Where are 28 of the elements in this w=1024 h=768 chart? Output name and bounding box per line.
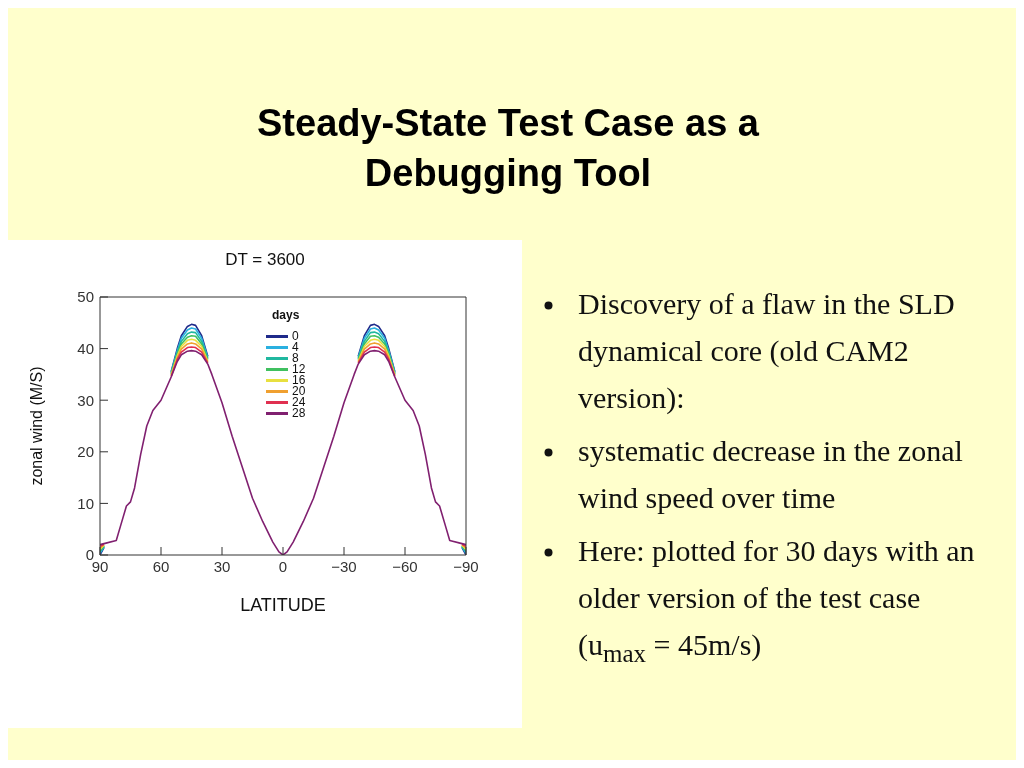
legend-label: 24 [292,395,306,409]
text: systematic decrease in the zonal wind speed over time [578,433,964,516]
x-tick-label: −90 [453,557,479,575]
x-axis-title: LATITUDE [240,595,326,615]
x-tick-label: 0 [278,557,288,575]
chart-title: Steady-State Test Case as a Debugging Tool [256,101,760,196]
y-tick-label: 20 [77,443,94,461]
legend-label: 4 [292,340,299,354]
y-tick-label: 10 [77,494,94,512]
y-axis-title: zonal wind (M/S) [27,366,45,486]
chart-subtitle: DT = 3600 [224,250,306,270]
x-tick-label: −60 [392,557,418,575]
y-tick-label: 0 [85,546,94,564]
x-tick-label: −30 [331,557,357,575]
legend-title: days [271,308,301,322]
x-tick-label: 60 [152,557,170,575]
legend-label: 0 [292,329,299,343]
legend-label: 12 [292,362,306,376]
y-tick-label: 50 [77,288,94,306]
y-tick-label: 30 [77,391,94,409]
legend-label: 16 [292,373,306,387]
text: Discovery of a flaw in the SLD dynamical core (old CAM2 version): [578,286,956,416]
y-tick-label: 40 [77,339,94,357]
legend-label: 28 [292,406,306,420]
legend-label: 8 [292,351,299,365]
legend-label: 20 [292,384,306,398]
x-tick-label: 30 [213,557,231,575]
text: Here: plotted for 30 days with an older version of the test case (u$_{max}$ = 45m/s) [578,533,976,669]
